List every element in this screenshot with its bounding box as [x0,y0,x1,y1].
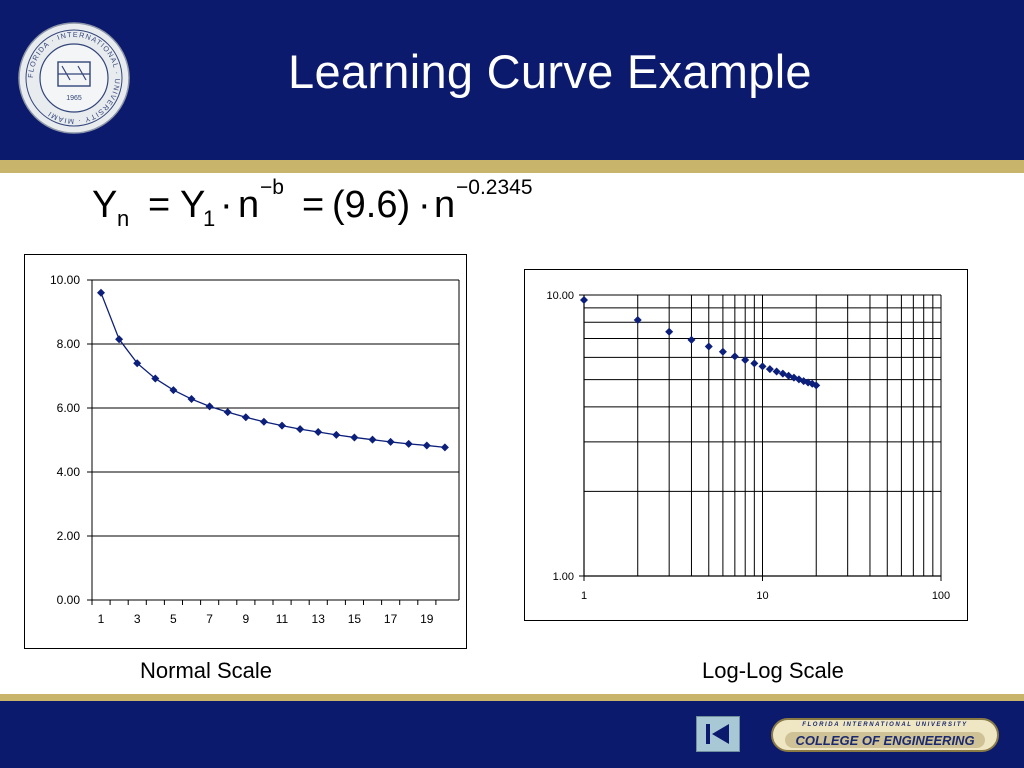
college-of-engineering-logo: FLORIDA INTERNATIONAL UNIVERSITY COLLEGE… [771,718,999,752]
formula-n-1: n [238,184,260,226]
data-point [804,378,813,387]
x-tick-label: 10 [756,590,768,602]
header-gold-stripe [0,160,1024,173]
data-point [97,288,105,297]
formula-n-2: n [434,184,456,226]
data-point [314,428,323,436]
formula-dot-2: · [418,184,431,226]
first-slide-button[interactable] [696,716,740,752]
x-tick-label: 5 [170,612,177,626]
data-point [741,356,750,365]
y-tick-label: 8.00 [57,337,81,351]
y-tick-label: 10.00 [50,273,80,287]
data-point [687,335,696,344]
data-point [765,365,774,374]
x-tick-label: 13 [312,612,326,626]
data-point [296,425,305,434]
data-point [704,342,713,351]
x-tick-label: 19 [420,612,434,626]
data-point [133,359,142,368]
seal-year: 1965 [66,95,82,102]
x-tick-label: 100 [932,590,950,602]
y-tick-label: 10.00 [546,290,574,302]
normal-scale-chart-frame: 0.00 2.00 4.00 6.00 8.00 10.00 1 3 5 7 9 11 13 15 17 19 [24,254,467,649]
coe-badge-band [785,732,985,748]
data-point [730,352,739,361]
formula-y: Y [92,184,118,226]
formula-y-subscript: n [117,206,130,231]
data-point [241,413,250,422]
data-point [422,441,431,450]
formula-y1-subscript: 1 [203,206,216,231]
y-tick-label: 6.00 [57,401,81,415]
data-point [633,315,642,324]
loglog-scale-caption: Log-Log Scale [702,658,844,683]
data-point [386,437,395,446]
data-point [580,295,588,304]
data-point [278,421,286,430]
x-tick-label: 7 [206,612,213,626]
first-slide-icon [706,724,729,744]
data-point [205,402,214,411]
y-tick-label: 1.00 [553,571,574,583]
data-point [187,395,196,404]
x-tick-label: 1 [581,590,587,602]
y-tick-label: 0.00 [57,593,81,607]
formula-coefficient: (9.6) [332,184,411,226]
x-tick-label: 3 [134,612,141,626]
data-point [368,435,377,444]
formula-equals-1: = [148,184,171,226]
x-tick-label: 9 [242,612,249,626]
data-point [259,417,268,426]
x-tick-label: 1 [98,612,105,626]
coe-badge-text: COLLEGE OF ENGINEERING [795,733,975,748]
normal-scale-caption: Normal Scale [140,658,273,683]
data-point [169,386,178,395]
y-tick-label: 4.00 [57,465,81,479]
formula-exponent-2: −0.2345 [456,176,533,199]
data-point [223,408,232,417]
university-seal-logo: FLORIDA · INTERNATIONAL · UNIVERSITY · M… [18,22,130,134]
header-divider [0,173,1024,176]
data-point [812,381,821,390]
data-point [758,362,767,371]
data-point [718,347,727,356]
x-tick-label: 15 [348,612,362,626]
header-banner [0,0,1024,160]
data-point [750,359,759,368]
loglog-scale-chart: 1.00 10.00 1 10 100 [546,290,950,602]
data-point [665,327,674,336]
data-point [772,367,781,376]
data-point [115,335,124,344]
formula-y1: Y [180,184,206,226]
x-tick-label: 17 [384,612,398,626]
loglog-chart-frame: 1.00 10.00 1 10 100 [524,269,968,621]
x-tick-label: 11 [276,612,289,626]
series-line [100,292,445,449]
footer-gold-stripe [0,694,1024,701]
coe-badge-university: FLORIDA INTERNATIONAL UNIVERSITY [802,722,968,728]
y-tick-label: 2.00 [57,529,81,543]
data-point [404,439,413,448]
data-point [799,377,808,386]
data-point [350,433,359,442]
data-point [440,443,449,452]
slide-title: Learning Curve Example [288,45,812,98]
formula-exponent-1: −b [260,176,284,199]
data-point [332,430,341,439]
formula-equals-2: = [302,184,325,226]
formula-dot-1: · [220,184,233,226]
data-point [151,374,160,383]
